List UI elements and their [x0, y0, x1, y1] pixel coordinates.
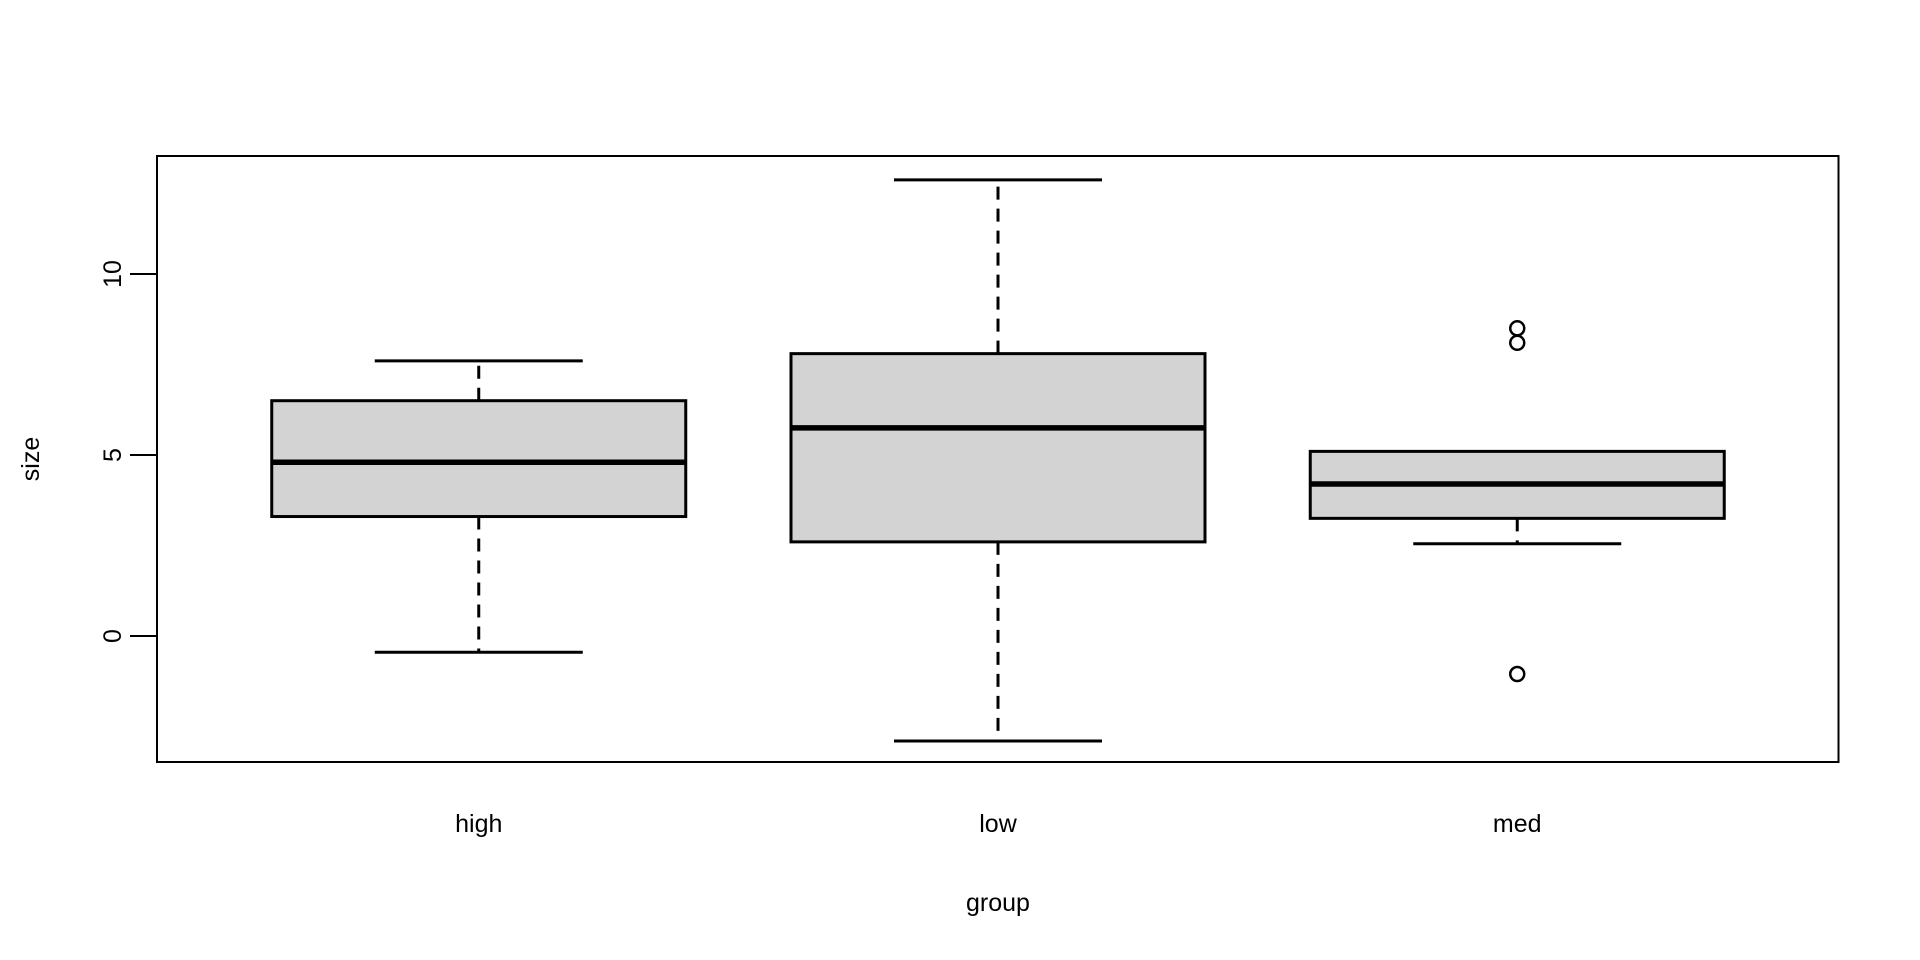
y-axis-ticks [130, 273, 157, 637]
category-label-low: low [979, 810, 1017, 838]
outlier-point-med [1509, 334, 1526, 352]
category-label-high: high [455, 810, 502, 838]
category-label-med: med [1493, 810, 1542, 838]
plot-frame [156, 155, 1840, 763]
x-axis-title: group [966, 889, 1030, 917]
boxes-layer [270, 178, 1726, 743]
y-tick-label: 0 [99, 629, 127, 643]
iqr-box-high [270, 399, 688, 519]
y-tick-label: 5 [99, 448, 127, 462]
x-axis-category-labels: high low med [455, 810, 1541, 838]
y-tick-label: 10 [99, 260, 127, 288]
outlier-point-med [1509, 665, 1526, 683]
iqr-box-low [789, 352, 1207, 544]
outlier-point-med [1509, 320, 1526, 337]
y-axis-tick-labels: 0 5 10 [99, 260, 127, 643]
y-axis-title: size [17, 437, 45, 481]
